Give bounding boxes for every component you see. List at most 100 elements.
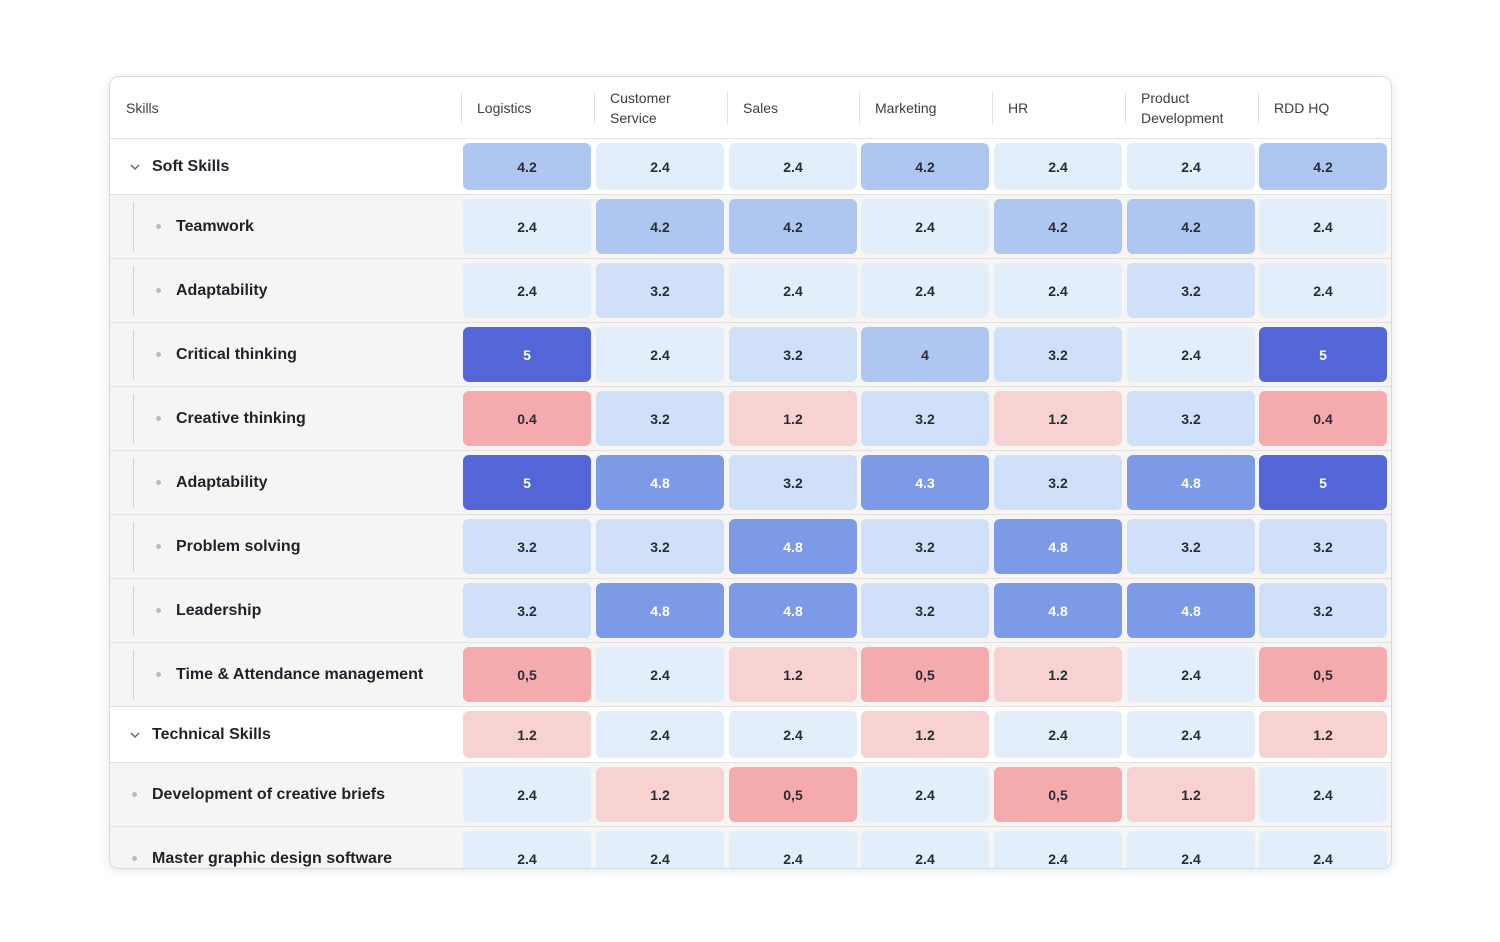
score-cell[interactable]: 4.8 — [994, 583, 1122, 638]
score-cell[interactable]: 2.4 — [1259, 199, 1387, 254]
score-cell[interactable]: 1.2 — [1127, 767, 1255, 822]
skill-row-creative-thinking[interactable]: Creative thinking 0.4 3.2 1.2 3.2 1.2 3.2 0.4 — [110, 387, 1391, 451]
score-cell[interactable]: 2.4 — [1127, 143, 1255, 190]
score-cell[interactable]: 1.2 — [1259, 711, 1387, 758]
score-cell[interactable]: 3.2 — [1259, 583, 1387, 638]
score-cell[interactable]: 0,5 — [861, 647, 989, 702]
column-header-customer-service[interactable]: Customer Service — [594, 77, 726, 138]
score-cell[interactable]: 1.2 — [861, 711, 989, 758]
score-cell[interactable]: 0.4 — [463, 391, 591, 446]
column-header-product-development[interactable]: Product Development — [1125, 77, 1257, 138]
column-header-logistics[interactable]: Logistics — [461, 77, 593, 138]
column-header-rdd-hq[interactable]: RDD HQ — [1258, 77, 1390, 138]
score-cell[interactable]: 3.2 — [596, 391, 724, 446]
score-cell[interactable]: 2.4 — [994, 711, 1122, 758]
chevron-down-icon[interactable] — [129, 161, 141, 173]
score-cell[interactable]: 4 — [861, 327, 989, 382]
score-cell[interactable]: 2.4 — [1259, 767, 1387, 822]
score-cell[interactable]: 2.4 — [861, 767, 989, 822]
score-cell[interactable]: 4.8 — [596, 583, 724, 638]
score-cell[interactable]: 2.4 — [729, 711, 857, 758]
score-cell[interactable]: 4.2 — [463, 143, 591, 190]
score-cell[interactable]: 2.4 — [994, 143, 1122, 190]
score-cell[interactable]: 2.4 — [596, 143, 724, 190]
score-cell[interactable]: 2.4 — [596, 327, 724, 382]
chevron-down-icon[interactable] — [129, 729, 141, 741]
skill-row-adaptability[interactable]: Adaptability 2.4 3.2 2.4 2.4 2.4 3.2 2.4 — [110, 259, 1391, 323]
score-cell[interactable]: 2.4 — [463, 263, 591, 318]
skill-row-time-and-attendance-management[interactable]: Time & Attendance management 0,5 2.4 1.2 0,5… — [110, 643, 1391, 707]
score-cell[interactable]: 4.2 — [861, 143, 989, 190]
skills-column-header[interactable]: Skills — [126, 99, 159, 116]
score-cell[interactable]: 3.2 — [1127, 519, 1255, 574]
skill-row-leadership[interactable]: Leadership 3.2 4.8 4.8 3.2 4.8 4.8 3.2 — [110, 579, 1391, 643]
score-cell[interactable]: 1.2 — [729, 647, 857, 702]
score-cell[interactable]: 4.2 — [1127, 199, 1255, 254]
score-cell[interactable]: 3.2 — [596, 519, 724, 574]
score-cell[interactable]: 3.2 — [861, 391, 989, 446]
score-cell[interactable]: 2.4 — [1127, 831, 1255, 868]
score-cell[interactable]: 0,5 — [463, 647, 591, 702]
score-cell[interactable]: 2.4 — [861, 199, 989, 254]
score-cell[interactable]: 2.4 — [861, 831, 989, 868]
score-cell[interactable]: 2.4 — [729, 143, 857, 190]
score-cell[interactable]: 1.2 — [596, 767, 724, 822]
score-cell[interactable]: 3.2 — [994, 327, 1122, 382]
score-cell[interactable]: 2.4 — [596, 711, 724, 758]
score-cell[interactable]: 1.2 — [463, 711, 591, 758]
score-cell[interactable]: 3.2 — [994, 455, 1122, 510]
skill-row-teamwork[interactable]: Teamwork 2.4 4.2 4.2 2.4 4.2 4.2 2.4 — [110, 195, 1391, 259]
score-cell[interactable]: 2.4 — [994, 263, 1122, 318]
skill-row-problem-solving[interactable]: Problem solving 3.2 3.2 4.8 3.2 4.8 3.2 3.2 — [110, 515, 1391, 579]
score-cell[interactable]: 3.2 — [1127, 263, 1255, 318]
score-cell[interactable]: 1.2 — [994, 647, 1122, 702]
score-cell[interactable]: 2.4 — [596, 647, 724, 702]
score-cell[interactable]: 0.4 — [1259, 391, 1387, 446]
score-cell[interactable]: 2.4 — [1259, 263, 1387, 318]
score-cell[interactable]: 2.4 — [861, 263, 989, 318]
score-cell[interactable]: 2.4 — [729, 263, 857, 318]
score-cell[interactable]: 3.2 — [463, 519, 591, 574]
score-cell[interactable]: 2.4 — [1127, 647, 1255, 702]
score-cell[interactable]: 3.2 — [463, 583, 591, 638]
column-header-sales[interactable]: Sales — [727, 77, 859, 138]
score-cell[interactable]: 5 — [463, 327, 591, 382]
score-cell[interactable]: 4.8 — [1127, 455, 1255, 510]
skill-row-development-of-creative-briefs[interactable]: Development of creative briefs 2.4 1.2 0,5 2… — [110, 763, 1391, 827]
score-cell[interactable]: 3.2 — [861, 583, 989, 638]
score-cell[interactable]: 2.4 — [994, 831, 1122, 868]
score-cell[interactable]: 3.2 — [1259, 519, 1387, 574]
score-cell[interactable]: 4.8 — [729, 583, 857, 638]
score-cell[interactable]: 2.4 — [1259, 831, 1387, 868]
score-cell[interactable]: 2.4 — [729, 831, 857, 868]
score-cell[interactable]: 4.3 — [861, 455, 989, 510]
score-cell[interactable]: 3.2 — [729, 455, 857, 510]
score-cell[interactable]: 2.4 — [463, 831, 591, 868]
score-cell[interactable]: 0,5 — [729, 767, 857, 822]
score-cell[interactable]: 4.8 — [1127, 583, 1255, 638]
score-cell[interactable]: 2.4 — [463, 767, 591, 822]
group-row-soft-skills[interactable]: Soft Skills 4.2 2.4 2.4 4.2 2.4 2.4 4.2 — [110, 139, 1391, 195]
score-cell[interactable]: 3.2 — [861, 519, 989, 574]
score-cell[interactable]: 1.2 — [994, 391, 1122, 446]
score-cell[interactable]: 4.8 — [729, 519, 857, 574]
score-cell[interactable]: 5 — [1259, 455, 1387, 510]
score-cell[interactable]: 3.2 — [729, 327, 857, 382]
score-cell[interactable]: 0,5 — [1259, 647, 1387, 702]
score-cell[interactable]: 4.8 — [994, 519, 1122, 574]
score-cell[interactable]: 1.2 — [729, 391, 857, 446]
score-cell[interactable]: 2.4 — [1127, 327, 1255, 382]
skill-row-adaptability[interactable]: Adaptability 5 4.8 3.2 4.3 3.2 4.8 5 — [110, 451, 1391, 515]
column-header-marketing[interactable]: Marketing — [859, 77, 991, 138]
score-cell[interactable]: 4.2 — [1259, 143, 1387, 190]
score-cell[interactable]: 5 — [463, 455, 591, 510]
score-cell[interactable]: 0,5 — [994, 767, 1122, 822]
score-cell[interactable]: 2.4 — [1127, 711, 1255, 758]
skill-row-master-graphic-design-software[interactable]: Master graphic design software 2.4 2.4 2.4 2… — [110, 827, 1391, 868]
score-cell[interactable]: 3.2 — [596, 263, 724, 318]
score-cell[interactable]: 5 — [1259, 327, 1387, 382]
score-cell[interactable]: 4.2 — [729, 199, 857, 254]
score-cell[interactable]: 4.2 — [596, 199, 724, 254]
score-cell[interactable]: 2.4 — [596, 831, 724, 868]
column-header-hr[interactable]: HR — [992, 77, 1124, 138]
